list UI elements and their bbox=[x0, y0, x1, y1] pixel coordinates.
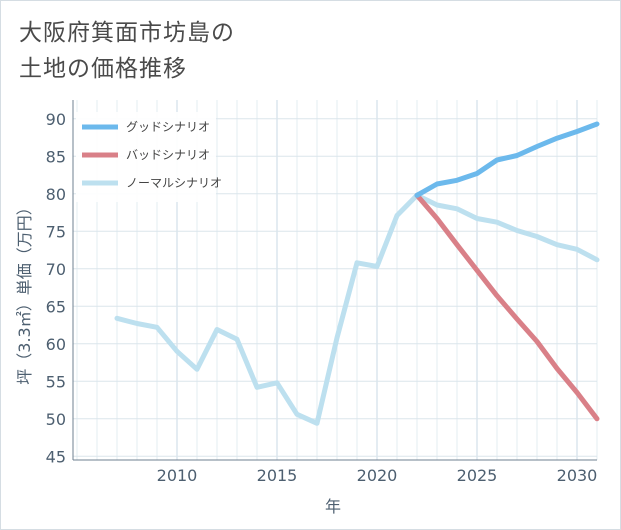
y-tick-label: 60 bbox=[46, 335, 66, 354]
page-title: 大阪府箕面市坊島の 土地の価格推移 bbox=[19, 20, 235, 82]
y-tick-label: 55 bbox=[46, 372, 66, 391]
series-line-0 bbox=[414, 121, 600, 198]
x-tick-label: 2020 bbox=[357, 466, 398, 485]
series-line-1 bbox=[414, 192, 600, 422]
x-axis-label: 年 bbox=[325, 497, 341, 516]
y-tick-labels: 45 50 55 60 65 70 75 80 85 90 bbox=[46, 110, 66, 467]
legend-label: バッドシナリオ bbox=[126, 148, 210, 162]
plot-area bbox=[114, 121, 600, 426]
x-tick-label: 2015 bbox=[257, 466, 298, 485]
y-tick-label: 75 bbox=[46, 222, 66, 241]
y-axis-label: 坪（3.3㎡）単価（万円） bbox=[15, 199, 34, 384]
x-tick-label: 2030 bbox=[557, 466, 598, 485]
series-line-2 bbox=[114, 192, 600, 426]
y-tick-label: 50 bbox=[46, 410, 66, 429]
y-tick-label: 80 bbox=[46, 185, 66, 204]
y-tick-label: 45 bbox=[46, 447, 66, 466]
y-tick-label: 70 bbox=[46, 260, 66, 279]
y-tick-label: 65 bbox=[46, 297, 66, 316]
x-tick-label: 2010 bbox=[157, 466, 198, 485]
axes bbox=[72, 100, 597, 461]
x-tick-labels: 2010 2015 2020 2025 2030 bbox=[157, 466, 598, 485]
y-tick-label: 90 bbox=[46, 110, 66, 129]
legend-label: ノーマルシナリオ bbox=[126, 176, 222, 190]
legend-label: グッドシナリオ bbox=[126, 120, 210, 134]
x-tick-label: 2025 bbox=[457, 466, 498, 485]
y-tick-label: 85 bbox=[46, 147, 66, 166]
